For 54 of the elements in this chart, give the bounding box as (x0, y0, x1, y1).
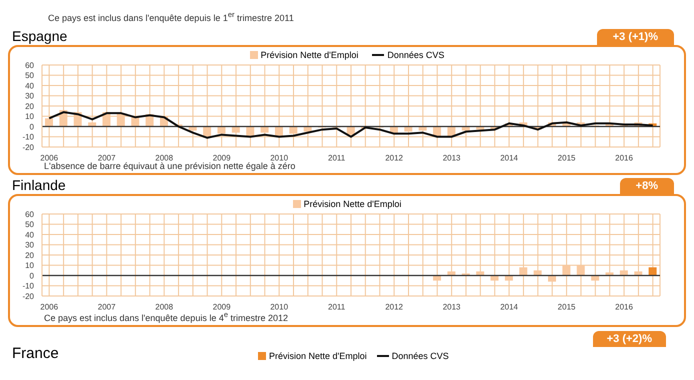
text: Ce pays est inclus dans l'enquête depuis le 4$^{e}$ trimestre 2012 (44, 310, 288, 323)
text: Données CVS (392, 351, 449, 361)
chart-title: Espagne (12, 28, 68, 44)
y-tick-label: 10 (25, 261, 35, 270)
x-tick-label: 2015 (558, 154, 576, 163)
x-tick-label: 2010 (270, 302, 289, 312)
x-tick-label: 2007 (98, 302, 116, 312)
y-tick-label: -10 (22, 282, 35, 291)
legend-label: Prévision Nette d'Emploi (260, 50, 358, 60)
text: +3 (+2)% (606, 333, 652, 345)
text: Ce pays est inclus dans l'enquête depuis le 1$^{er}$ trimestre 2011 (48, 10, 294, 23)
text: +8% (636, 180, 658, 192)
x-tick-label: 2013 (442, 154, 462, 163)
x-tick-label: 2014 (500, 154, 519, 163)
x-tick-label: 2010 (270, 154, 289, 163)
y-tick-label: 0 (30, 122, 35, 132)
x-tick-label: 2009 (212, 154, 232, 163)
x-tick-label: 2008 (155, 154, 174, 163)
chart-title: Finlande (12, 177, 66, 193)
x-tick-label: 2013 (442, 302, 462, 312)
text: France (12, 345, 59, 362)
y-tick-label: 60 (25, 210, 35, 219)
y-tick-label: 20 (25, 102, 35, 111)
y-tick-label: -10 (22, 132, 35, 142)
x-tick-label: 2011 (328, 154, 346, 163)
y-tick-label: 50 (25, 71, 35, 80)
x-tick-label: 2014 (500, 302, 519, 312)
x-tick-label: 2012 (385, 302, 404, 312)
y-tick-label: 10 (25, 112, 35, 122)
x-tick-label: 2009 (212, 302, 232, 312)
y-tick-label: 50 (25, 220, 35, 230)
y-tick-label: 30 (25, 240, 35, 250)
x-tick-label: 2006 (40, 154, 59, 163)
x-tick-label: 2016 (615, 154, 634, 163)
x-tick-label: 2007 (98, 154, 116, 163)
y-tick-label: 60 (25, 60, 35, 70)
x-tick-label: 2008 (155, 302, 174, 312)
y-tick-label: -20 (22, 292, 35, 301)
y-tick-label: 20 (25, 250, 35, 260)
text: Prévision Nette d'Emploi (269, 351, 367, 361)
y-tick-label: -20 (22, 142, 35, 152)
x-tick-label: 2011 (328, 302, 346, 312)
x-tick-label: 2012 (385, 154, 404, 163)
y-tick-label: 40 (25, 81, 35, 90)
y-tick-label: 0 (30, 271, 35, 280)
x-tick-label: 2015 (558, 302, 576, 312)
text: +3 (+1)% (612, 31, 658, 43)
y-tick-label: 40 (25, 230, 35, 240)
x-tick-label: 2016 (615, 302, 634, 312)
x-tick-label: 2006 (40, 302, 59, 312)
legend-label: Prévision Nette d'Emploi (302, 199, 402, 209)
legend-label: Données CVS (386, 50, 444, 60)
y-tick-label: 30 (25, 92, 35, 101)
text: L'absence de barre équivaut à une prévision nette égale à zéro (44, 161, 296, 171)
